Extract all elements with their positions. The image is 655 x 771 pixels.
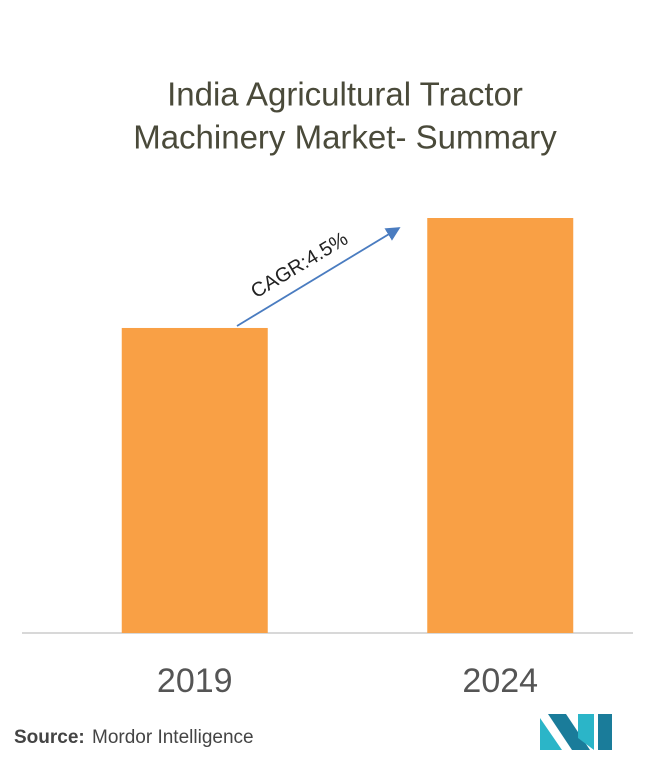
bar bbox=[121, 327, 268, 633]
x-tick-label: 2024 bbox=[462, 662, 538, 700]
source-label: Source: bbox=[14, 727, 85, 748]
chart-title: India Agricultural Tractor bbox=[167, 76, 523, 113]
x-tick-label: 2019 bbox=[157, 662, 233, 700]
cagr-arrow bbox=[236, 227, 401, 327]
source-text: Mordor Intelligence bbox=[92, 727, 254, 748]
chart-title: Machinery Market- Summary bbox=[133, 119, 557, 156]
bar bbox=[427, 218, 574, 633]
logo bbox=[540, 714, 612, 750]
